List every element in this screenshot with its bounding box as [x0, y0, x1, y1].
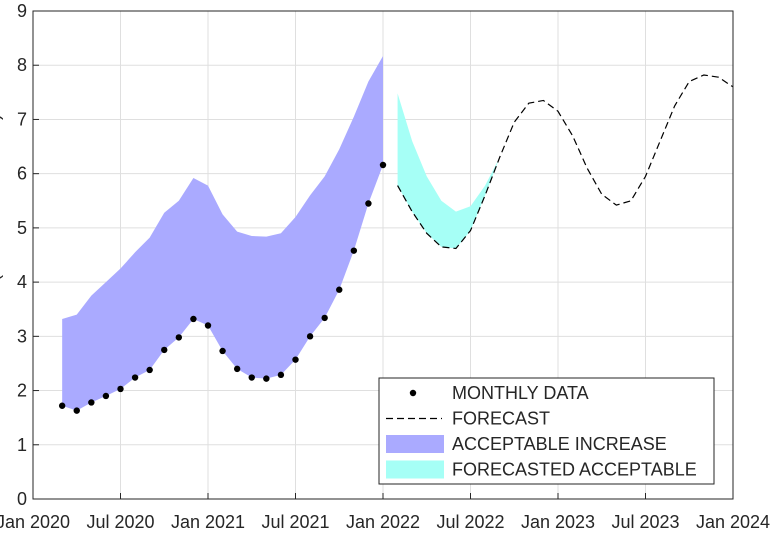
point — [277, 371, 285, 379]
point — [102, 392, 110, 400]
point — [219, 347, 226, 355]
y-tick-label: 9 — [17, 1, 27, 21]
y-tick-label: 2 — [17, 381, 27, 401]
y-tick-label: 7 — [17, 109, 27, 129]
point — [190, 315, 197, 323]
legend-marker — [386, 460, 444, 479]
x-tick-label: Jul 2020 — [86, 512, 154, 532]
chart-title: ACCEPTABLE INCREASE OF MX DEMAND — [200, 0, 566, 1]
point — [204, 322, 212, 329]
area — [62, 56, 384, 411]
legend: MONTHLY DATA FORECAST ACCEPTABLE INCREASE F… — [378, 377, 715, 485]
point — [73, 407, 80, 414]
point — [131, 374, 139, 381]
y-tick-label: 4 — [17, 272, 27, 292]
point — [292, 356, 299, 363]
x-tick-label: Jan 2023 — [521, 512, 595, 532]
x-tick-label: Jan 2022 — [346, 512, 420, 532]
point — [58, 402, 66, 409]
x-tick-label: Jul 2022 — [436, 512, 504, 532]
point — [146, 366, 153, 374]
point — [365, 200, 372, 207]
y-tick-label: 8 — [17, 55, 27, 75]
x-tick-label: Jan 2020 — [0, 512, 70, 532]
x-tick-label: Jul 2021 — [261, 512, 329, 532]
y-axis-label: MX DEMAND (MAN-HRS/MONTH) — [0, 114, 3, 396]
point — [117, 385, 124, 393]
point — [161, 346, 168, 354]
y-tick-label: 1 — [17, 435, 27, 455]
legend-label: FORECASTED ACCEPTABLE — [452, 460, 697, 480]
point — [88, 399, 95, 406]
area — [397, 93, 500, 249]
x-tick-label: Jan 2024 — [696, 512, 770, 532]
point — [175, 334, 183, 341]
x-tick-label: Jul 2023 — [611, 512, 679, 532]
line — [397, 74, 734, 250]
point — [336, 286, 343, 293]
point — [263, 375, 270, 382]
point — [306, 333, 314, 340]
legend-label: FORECAST — [452, 409, 550, 429]
point — [233, 365, 241, 373]
axes-box — [32, 10, 734, 500]
legend-label: MONTHLY DATA — [452, 383, 589, 403]
legend-label: ACCEPTABLE INCREASE — [452, 434, 667, 454]
y-tick-label: 6 — [17, 164, 27, 184]
x-tick-label: Jan 2021 — [171, 512, 245, 532]
legend-marker — [386, 435, 444, 453]
point — [321, 314, 328, 322]
point — [350, 247, 358, 254]
point — [248, 374, 255, 381]
y-tick-label: 3 — [17, 326, 27, 346]
y-tick-label: 0 — [17, 489, 27, 509]
legend-marker — [409, 389, 417, 397]
point — [379, 161, 387, 169]
y-tick-label: 5 — [17, 218, 27, 238]
